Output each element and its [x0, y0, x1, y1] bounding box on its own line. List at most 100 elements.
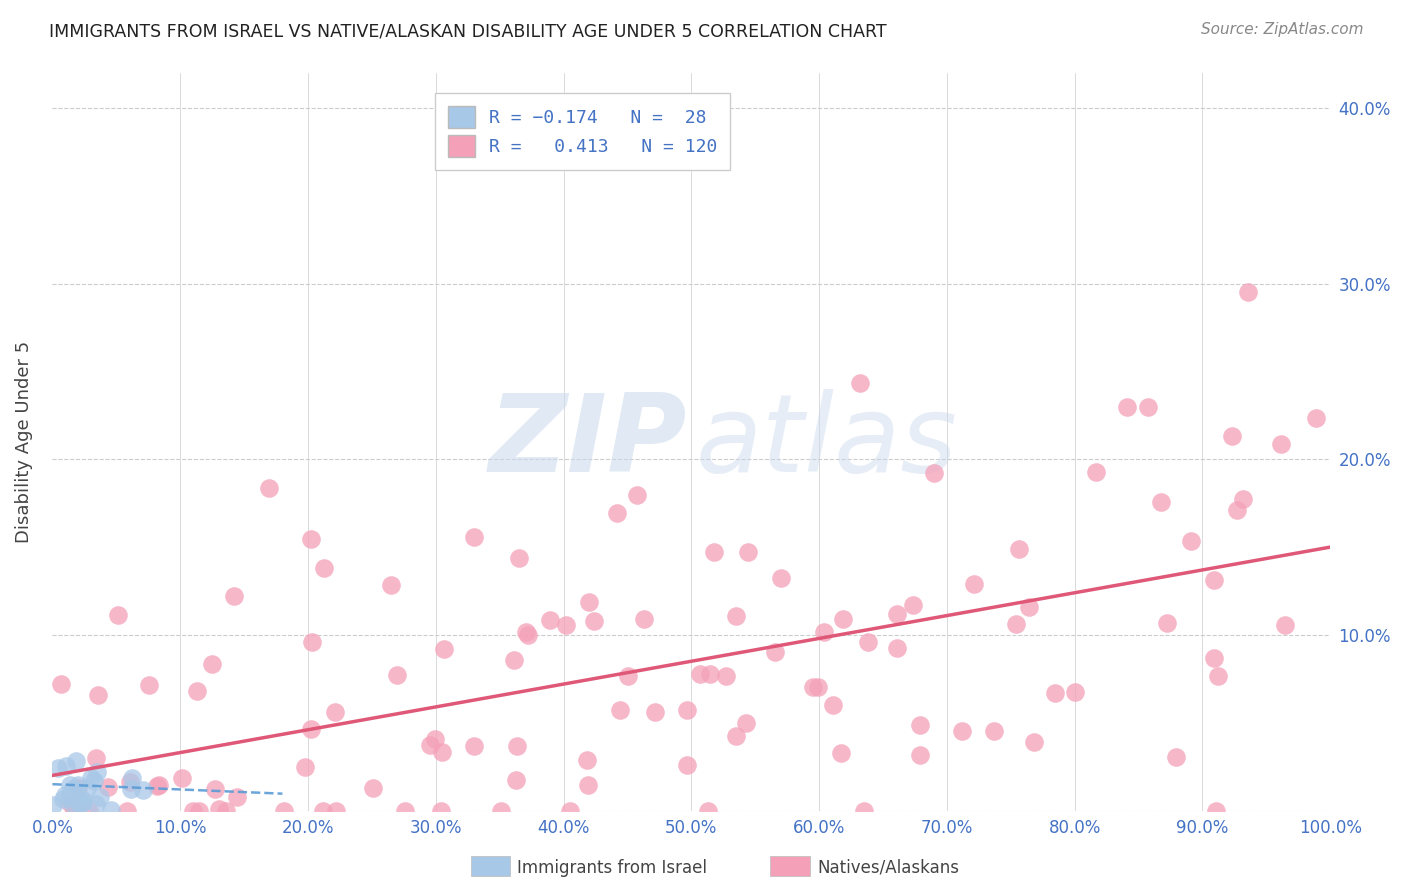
Point — [1022, 735, 1045, 749]
Text: ZIP: ZIP — [489, 389, 688, 495]
Text: IMMIGRANTS FROM ISRAEL VS NATIVE/ALASKAN DISABILITY AGE UNDER 5 CORRELATION CHAR: IMMIGRANTS FROM ISRAEL VS NATIVE/ALASKAN… — [49, 22, 887, 40]
Point — [65, 784, 87, 798]
Point — [856, 635, 879, 649]
Point — [463, 739, 485, 753]
Point — [714, 669, 737, 683]
Point — [1274, 618, 1296, 632]
Point — [325, 705, 347, 719]
Point — [517, 628, 540, 642]
Point — [1270, 437, 1292, 451]
Point — [1206, 669, 1229, 683]
Point — [430, 745, 453, 759]
Point — [910, 717, 932, 731]
Point — [606, 506, 628, 520]
Point — [1137, 400, 1160, 414]
Point — [423, 732, 446, 747]
Point — [1150, 495, 1173, 509]
Point — [555, 617, 578, 632]
Point — [66, 781, 89, 796]
Point — [1204, 651, 1226, 665]
Point — [46, 761, 69, 775]
Point — [1237, 285, 1260, 300]
Point — [737, 545, 759, 559]
Point — [852, 804, 875, 818]
Point — [107, 608, 129, 623]
Point — [62, 790, 84, 805]
Point — [1005, 616, 1028, 631]
Point — [84, 797, 107, 811]
Text: Source: ZipAtlas.com: Source: ZipAtlas.com — [1201, 22, 1364, 37]
Point — [1084, 465, 1107, 479]
Point — [294, 760, 316, 774]
Point — [121, 771, 143, 785]
Point — [83, 774, 105, 789]
Point — [325, 804, 347, 818]
Point — [138, 678, 160, 692]
Point — [506, 739, 529, 754]
Point — [1180, 534, 1202, 549]
Point — [508, 551, 530, 566]
Point — [62, 782, 84, 797]
Point — [807, 681, 830, 695]
Point — [1045, 686, 1067, 700]
Point — [725, 608, 748, 623]
Point — [86, 765, 108, 780]
Point — [120, 774, 142, 789]
Point — [1305, 411, 1327, 425]
Point — [463, 530, 485, 544]
Point — [813, 624, 835, 639]
Point — [502, 653, 524, 667]
Point — [273, 804, 295, 818]
Point — [89, 790, 111, 805]
Point — [363, 781, 385, 796]
Point — [703, 545, 725, 559]
Point — [186, 683, 208, 698]
Point — [886, 641, 908, 656]
Point — [215, 804, 238, 818]
Point — [301, 635, 323, 649]
Point — [299, 532, 322, 546]
Point — [117, 804, 139, 818]
Point — [901, 598, 924, 612]
Point — [1018, 599, 1040, 614]
Point — [699, 666, 721, 681]
Point — [208, 802, 231, 816]
Point — [763, 645, 786, 659]
Point — [120, 782, 142, 797]
Legend: R = −0.174   N =  28, R =   0.413   N = 120: R = −0.174 N = 28, R = 0.413 N = 120 — [434, 93, 730, 169]
Point — [52, 792, 75, 806]
Point — [59, 796, 82, 810]
Point — [72, 793, 94, 807]
Text: atlas: atlas — [695, 389, 957, 494]
Point — [689, 667, 711, 681]
Point — [1205, 804, 1227, 818]
Point — [380, 578, 402, 592]
Point — [633, 612, 655, 626]
Point — [735, 715, 758, 730]
Point — [100, 803, 122, 817]
Point — [312, 561, 335, 575]
Point — [576, 778, 599, 792]
Point — [59, 789, 82, 803]
Point — [77, 804, 100, 818]
Point — [80, 771, 103, 785]
Point — [430, 804, 453, 818]
Point — [259, 482, 281, 496]
Point — [1202, 573, 1225, 587]
Point — [908, 748, 931, 763]
Point — [578, 595, 600, 609]
Point — [59, 778, 82, 792]
Point — [49, 676, 72, 690]
Point — [181, 804, 204, 818]
Point — [576, 753, 599, 767]
Text: Natives/Alaskans: Natives/Alaskans — [817, 859, 959, 877]
Point — [148, 778, 170, 792]
Point — [224, 589, 246, 603]
Point — [312, 804, 335, 818]
Point — [53, 788, 76, 802]
Point — [676, 703, 699, 717]
Point — [201, 657, 224, 671]
Point — [419, 738, 441, 752]
Y-axis label: Disability Age Under 5: Disability Age Under 5 — [15, 341, 32, 543]
Point — [301, 722, 323, 736]
